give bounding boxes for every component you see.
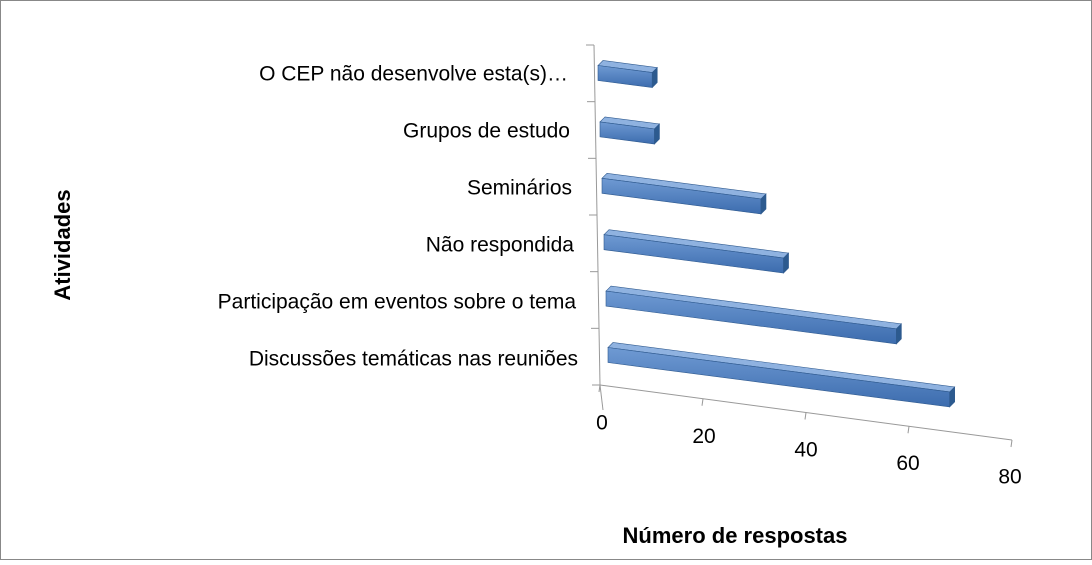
floor-side <box>599 384 604 411</box>
y-tick-label: Não respondida <box>426 234 575 257</box>
y-tick-label: Grupos de estudo <box>403 120 570 143</box>
x-tick-label: 40 <box>794 439 817 462</box>
y-tick-label: Discussões temáticas nas reuniões <box>249 348 578 371</box>
bar <box>599 116 661 145</box>
bar <box>597 60 658 89</box>
bar <box>607 342 956 408</box>
x-tick-label: 80 <box>998 466 1021 489</box>
x-tick-label: 60 <box>896 452 919 475</box>
tick-mark <box>701 398 704 406</box>
y-tick-label: Participação em eventos sobre o tema <box>218 291 577 314</box>
bar-end <box>896 323 902 345</box>
y-axis-title: Atividades <box>50 189 75 300</box>
bar-end <box>783 252 789 274</box>
y-tick-label: Seminários <box>467 177 572 200</box>
bar <box>601 172 767 215</box>
tick-mark <box>907 426 910 434</box>
tick-mark <box>804 412 807 420</box>
y-tick-label: O CEP não desenvolve esta(s)… <box>259 63 568 86</box>
tick-mark <box>598 384 601 393</box>
x-tick-label: 20 <box>692 425 715 448</box>
bar-end <box>760 193 767 215</box>
bar-end <box>949 386 956 408</box>
bar-end <box>651 66 658 89</box>
bar <box>603 229 790 274</box>
x-axis-title: Número de respostas <box>623 523 848 548</box>
x-tick-label: 0 <box>596 412 608 435</box>
bar-end <box>654 123 660 145</box>
bar <box>605 285 903 345</box>
tick-mark <box>1010 439 1013 448</box>
